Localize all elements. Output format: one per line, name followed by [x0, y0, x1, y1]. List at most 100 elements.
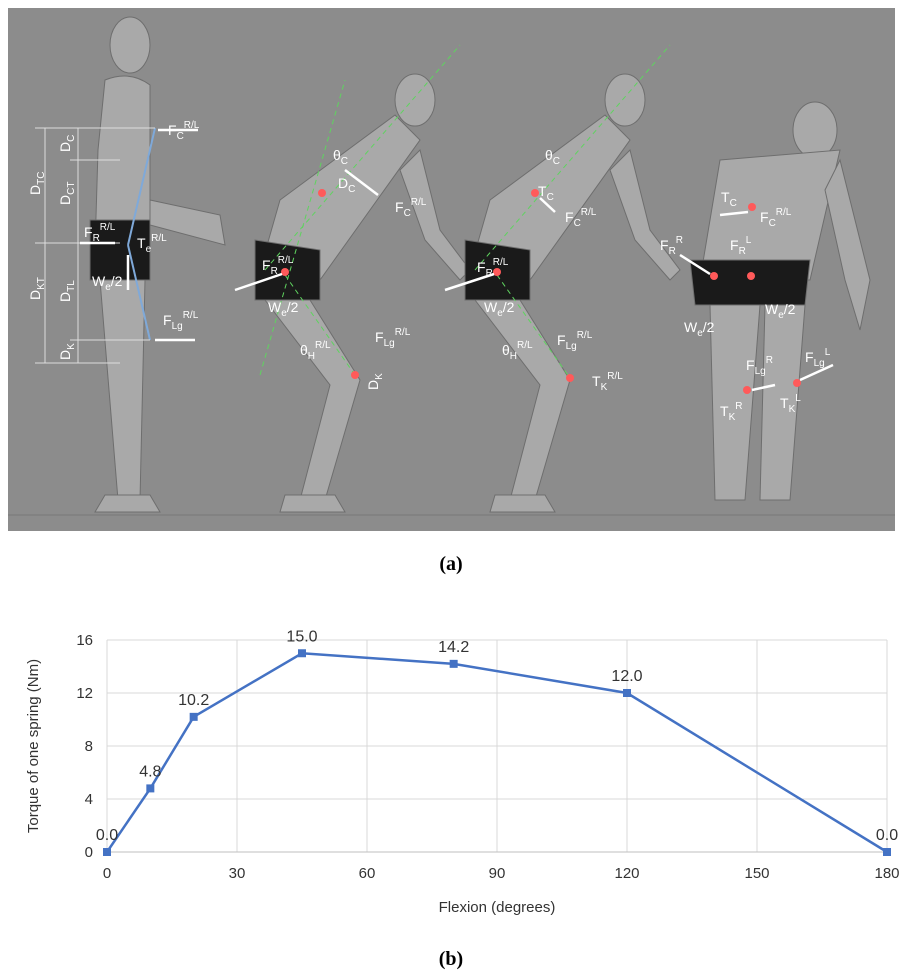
annotation-sup: R/L: [278, 255, 294, 266]
annotation-base: F: [557, 332, 566, 348]
x-tick-label: 150: [744, 865, 769, 882]
annotation-sub: R: [271, 266, 278, 277]
annotation-sub: C: [553, 156, 560, 167]
annotation-sup: R/L: [581, 207, 597, 218]
annotation-base: θ: [333, 147, 341, 163]
annotation-base: θ: [545, 147, 553, 163]
annotation-base: θ: [300, 342, 308, 358]
y-tick-label: 8: [85, 738, 93, 755]
annotation-sup: L: [795, 393, 801, 404]
annotation-sub: Lg: [814, 358, 825, 369]
annotation-sub: Lg: [384, 338, 395, 349]
marker: [623, 689, 631, 697]
annotation-sub: C: [66, 135, 77, 142]
annotation-sub: KT: [36, 277, 47, 290]
annotation-base: F: [395, 199, 404, 215]
x-tick-label: 30: [229, 865, 246, 882]
annotation-sub: e: [146, 244, 152, 255]
annotation-sub: TC: [36, 172, 47, 185]
annotation-sup: R/L: [577, 330, 593, 341]
annotation-sub: C: [730, 198, 737, 209]
annotation-base: W: [268, 299, 282, 315]
value-label: 4.8: [139, 763, 161, 780]
annotation-sup: R/L: [184, 120, 200, 131]
x-tick-label: 120: [614, 865, 639, 882]
marker: [450, 660, 458, 668]
annotation-base: D: [338, 175, 348, 191]
annotation-base: D: [57, 195, 73, 205]
annotation-sub: C: [341, 156, 348, 167]
annotation-base: F: [805, 349, 814, 365]
y-axis-title: Torque of one spring (Nm): [25, 659, 42, 833]
annotation-sup: R/L: [183, 310, 199, 321]
chart: 04812160306090120150180Flexion (degrees)…: [25, 628, 900, 916]
value-label: 15.0: [286, 628, 317, 645]
annotation-sup: R/L: [411, 197, 427, 208]
annotation-tail: /2: [111, 273, 123, 289]
value-label: 0.0: [876, 827, 898, 844]
marker: [103, 848, 111, 856]
annotation-sub: K: [601, 382, 608, 393]
annotation-base: F: [168, 122, 177, 138]
annotation-tail: /2: [703, 319, 715, 335]
annotation-sub: Lg: [566, 341, 577, 352]
annotation-sup: R: [676, 235, 683, 246]
annotation-base: F: [163, 312, 172, 328]
annotation-sub: C: [574, 218, 581, 229]
value-label: 0.0: [96, 827, 118, 844]
panel-label: (b): [439, 948, 463, 970]
annotation-sup: R/L: [315, 340, 331, 351]
annotation-base: F: [746, 357, 755, 373]
annotation-base: D: [27, 185, 43, 195]
annotation-sub: C: [547, 192, 554, 203]
annotation-base: F: [477, 259, 486, 275]
marker: [190, 713, 198, 721]
value-label: 12.0: [611, 668, 642, 685]
annotation-tail: /2: [503, 299, 515, 315]
annotation-tail: /2: [287, 299, 299, 315]
annotation-sup: R/L: [607, 371, 623, 382]
annotation-sup: R: [735, 401, 742, 412]
annotation-base: D: [57, 350, 73, 360]
annotation-sub: K: [789, 404, 796, 415]
annotation-sup: R/L: [517, 340, 533, 351]
annotation-sub: R: [93, 233, 100, 244]
annotation-sup: L: [746, 235, 752, 246]
annotation-sub: H: [308, 351, 315, 362]
annotation-base: F: [375, 329, 384, 345]
annotation-sub: K: [66, 343, 77, 350]
annotation-sub: TL: [66, 280, 77, 292]
annotation-sup: R: [766, 355, 773, 366]
annotation-sub: CT: [66, 182, 77, 195]
annotation-sub: C: [348, 184, 355, 195]
x-tick-label: 60: [359, 865, 376, 882]
annotation-base: F: [84, 224, 93, 240]
annotation-sup: R/L: [151, 233, 167, 244]
annotation-base: F: [660, 237, 669, 253]
annotation-sub: R: [739, 246, 746, 257]
annotation-base: D: [27, 290, 43, 300]
annotation-sub: K: [374, 373, 385, 380]
value-label: 10.2: [178, 692, 209, 709]
annotation-base: W: [684, 319, 698, 335]
annotation-base: D: [57, 142, 73, 152]
annotation-sub: H: [510, 351, 517, 362]
y-tick-label: 0: [85, 844, 93, 861]
y-tick-label: 4: [85, 791, 93, 808]
annotation-sup: R/L: [395, 327, 411, 338]
annotation-base: F: [565, 209, 574, 225]
annotation-base: D: [57, 292, 73, 302]
annotation-base: F: [262, 257, 271, 273]
annotation-sub: C: [404, 208, 411, 219]
annotation-base: W: [484, 299, 498, 315]
annotation-sup: R/L: [100, 222, 116, 233]
annotation-sub: C: [177, 131, 184, 142]
annotation-sub: R: [486, 268, 493, 279]
annotation-sub: Lg: [172, 321, 183, 332]
annotation-sup: R/L: [493, 257, 509, 268]
x-tick-label: 0: [103, 865, 111, 882]
annotation-sub: Lg: [755, 366, 766, 377]
annotation-sub: C: [769, 218, 776, 229]
annotation-base: F: [760, 209, 769, 225]
marker: [146, 784, 154, 792]
